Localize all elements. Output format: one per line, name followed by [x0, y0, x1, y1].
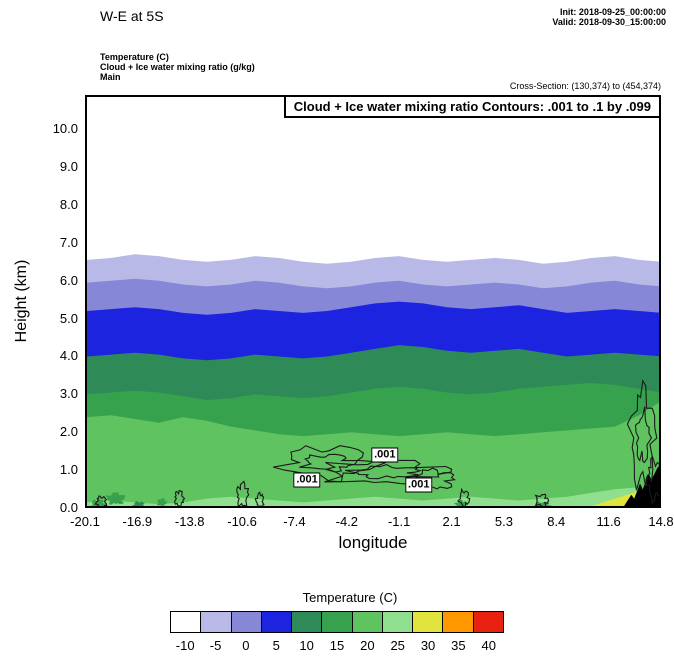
cloud-mixing-ratio-contour: [645, 455, 659, 505]
cross-section-canvas: [87, 254, 659, 508]
cloud-mixing-ratio-contour-inner: [299, 453, 359, 473]
x-axis-title: longitude: [338, 533, 408, 552]
colorbar-cell: [413, 612, 444, 632]
cloud-mixing-ratio-contour: [254, 491, 265, 506]
colorbar-cell: [382, 612, 414, 632]
colorbar-tick-label: 10: [299, 638, 314, 653]
x-axis-tick-label: 11.6: [596, 514, 621, 529]
colorbar-tick-label: 15: [329, 638, 345, 653]
colorbar-cell: [443, 612, 474, 632]
cloud-mixing-ratio-contour-inner: [634, 406, 653, 464]
colorbar-cell: [201, 612, 232, 632]
field-label-domain: Main: [100, 72, 121, 82]
x-axis-tick-label: 5.3: [494, 514, 513, 529]
colorbar-tick-label: 20: [360, 638, 375, 653]
x-axis-tick-label: -16.9: [122, 514, 153, 529]
field-label-cloud-ice: Cloud + Ice water mixing ratio (g/kg): [100, 62, 255, 72]
y-axis-tick-label: 0.0: [59, 500, 78, 515]
x-axis-tick-label: -13.8: [174, 514, 205, 529]
colorbar-cell: [292, 612, 323, 632]
page-title: W-E at 5S: [100, 8, 164, 24]
y-axis-tick-label: 2.0: [59, 424, 78, 440]
surface-temp-patch: [105, 491, 126, 505]
cloud-mixing-ratio-contour: [174, 490, 186, 506]
valid-timestamp: Valid: 2018-09-30_15:00:00: [552, 17, 666, 27]
y-axis-tick-label: 3.0: [59, 386, 78, 402]
surface-temp-patch: [131, 501, 145, 506]
x-axis-tick-label: -10.6: [227, 514, 257, 529]
y-axis-tick-label: 10.0: [52, 121, 78, 136]
init-timestamp: Init: 2018-09-25_00:00:00: [559, 7, 666, 17]
cloud-mixing-ratio-contour: [236, 480, 250, 506]
x-axis-tick-label: -1.1: [387, 514, 411, 529]
colorbar-tick-label: 25: [390, 638, 405, 653]
y-axis-tick-label: 4.0: [59, 348, 78, 364]
cross-section-plot: Cloud + Ice water mixing ratio Contours:…: [85, 95, 661, 508]
cloud-contour-value-label: .001: [371, 447, 399, 463]
colorbar-tick-label: 30: [420, 638, 436, 653]
y-axis-tick-label: 6.0: [59, 272, 78, 288]
colorbar-title: Temperature (C): [302, 590, 398, 605]
y-axis-tick-label: 9.0: [59, 158, 78, 174]
colorbar-cell: [473, 612, 503, 632]
cloud-mixing-ratio-contour-inner: [344, 464, 423, 480]
surface-temp-patch: [311, 506, 379, 508]
y-axis-tick-label: 8.0: [59, 196, 78, 212]
cloud-mixing-ratio-contour: [457, 487, 471, 506]
colorbar-tick-label: 35: [451, 638, 466, 653]
temp-band-20C: [87, 487, 659, 506]
colorbar-labels-row: -10 -5 0 5 10 15 20 25 30 35 40: [170, 638, 504, 653]
x-axis-tick-label: 14.8: [648, 514, 674, 529]
colorbar-tick-label: 0: [242, 638, 250, 653]
x-axis-tick-label: -20.1: [70, 514, 100, 529]
y-axis-tick-label: 7.0: [59, 234, 78, 250]
colorbar-cell: [171, 612, 202, 632]
colorbar-tick-label: 40: [481, 638, 496, 653]
field-label-temperature: Temperature (C): [100, 52, 169, 62]
x-axis-tick-label: -4.2: [335, 514, 359, 529]
colorbar-tick-label: -5: [209, 638, 222, 653]
x-axis-tick-label: 8.4: [547, 514, 566, 529]
surface-temp-patch: [402, 505, 404, 506]
colorbar-cell: [261, 612, 293, 632]
cloud-mixing-ratio-contour: [273, 445, 386, 483]
cloud-mixing-ratio-contour: [626, 378, 658, 491]
cloud-mixing-ratio-contour: [94, 495, 108, 506]
y-axis-tick-label: 1.0: [59, 462, 78, 478]
x-axis-tick-label: 2.1: [442, 514, 461, 529]
colorbar-tick-label: 5: [272, 638, 280, 653]
surface-temp-patch: [156, 498, 168, 506]
terrain-silhouette: [624, 465, 659, 506]
colorbar-cell: [352, 612, 383, 632]
colorbar-cell: [231, 612, 262, 632]
colorbar-tick-label: -10: [175, 638, 195, 653]
temperature-colorbar: [170, 611, 504, 633]
contour-interval-note: Cloud + Ice water mixing ratio Contours:…: [283, 97, 659, 118]
cross-section-coords: Cross-Section: (130,374) to (454,374): [509, 81, 661, 91]
cloud-mixing-ratio-contour: [534, 493, 550, 506]
x-axis-tick-label: -7.4: [283, 514, 306, 529]
y-axis-tick-label: 5.0: [59, 310, 78, 326]
cloud-contour-value-label: .001: [405, 477, 433, 493]
cloud-contour-value-label: .001: [293, 472, 321, 488]
colorbar-cell: [322, 612, 353, 632]
